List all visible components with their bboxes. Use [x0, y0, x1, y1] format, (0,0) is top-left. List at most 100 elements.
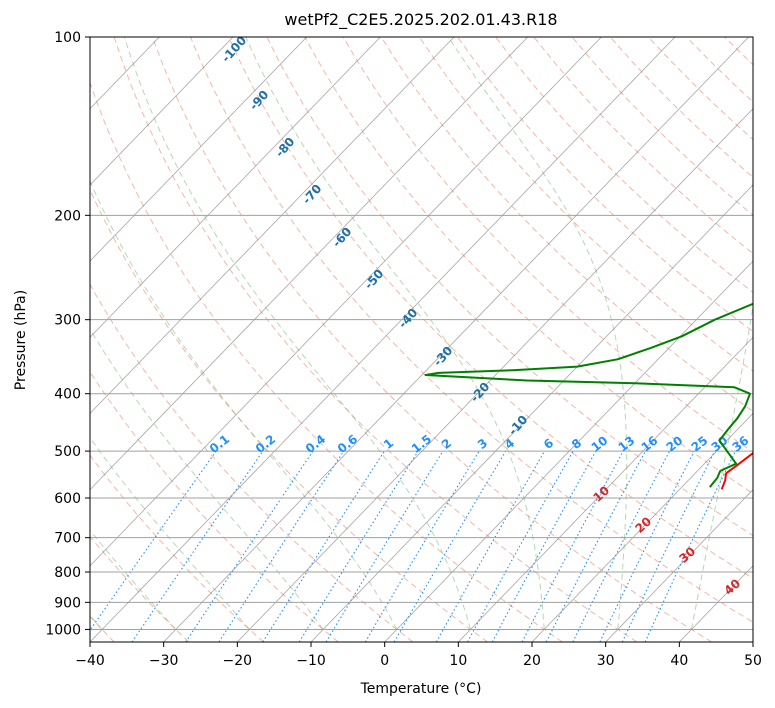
- y-tick-label: 800: [54, 565, 81, 581]
- mixing-ratio-lines: [90, 450, 736, 642]
- dry-adiabat-label: -90: [247, 88, 272, 113]
- dewpoint-line: [424, 302, 753, 488]
- dry-adiabat-line: [457, 37, 753, 333]
- mixing-ratio-line: [218, 450, 345, 642]
- mixing-ratio-label: 2: [439, 436, 454, 452]
- mixing-ratio-line: [185, 450, 314, 642]
- y-axis-label: Pressure (hPa): [13, 290, 29, 390]
- mixing-ratio-label: 6: [541, 436, 556, 452]
- dry-adiabat-line: [647, 37, 753, 141]
- dry-adiabat-line: [763, 37, 775, 642]
- dry-adiabats: [90, 37, 775, 642]
- y-axis-ticks: 100 200 300 400 500 600 700 800 900 1000: [45, 30, 90, 638]
- x-tick-label: −20: [223, 653, 253, 669]
- mixing-ratio-label: 1.5: [409, 432, 434, 456]
- isotherm-line: [90, 37, 676, 642]
- isotherm-line: [458, 336, 753, 642]
- isotherm-line: [90, 37, 234, 186]
- dry-adiabat-line: [90, 188, 488, 642]
- dry-adiabat-line: [533, 37, 753, 255]
- mixing-ratio-label: 0.1: [207, 432, 232, 456]
- dry-adiabat-line: [90, 454, 264, 642]
- x-tick-label: 40: [670, 653, 688, 669]
- mixing-ratio-line: [90, 450, 217, 632]
- moist-adiabat-line: [90, 328, 324, 630]
- dry-adiabat-label: -50: [362, 267, 387, 292]
- mixing-ratio-line: [325, 450, 444, 642]
- y-tick-label: 400: [54, 387, 81, 403]
- y-tick-label: 700: [54, 531, 81, 547]
- dry-adiabat-line: [342, 37, 753, 453]
- moist-adiabat-line: [447, 37, 628, 630]
- dry-adiabat-line: [90, 283, 414, 642]
- mixing-ratio-line: [262, 450, 385, 642]
- y-tick-label: 100: [54, 30, 81, 46]
- isotherms: [0, 37, 753, 642]
- isotherm-line: [752, 641, 753, 642]
- dry-adiabat-line: [113, 37, 638, 642]
- x-tick-label: −10: [296, 653, 326, 669]
- x-tick-label: 20: [523, 653, 541, 669]
- isotherm-line: [90, 37, 307, 262]
- plot-area: -100-90-80-70-60-50-40-30-20-100.1 0.2 0.4…: [0, 33, 775, 642]
- mixing-ratio-label: 0.2: [253, 432, 278, 456]
- mixing-ratio-label: 0.4: [303, 432, 328, 456]
- dry-adiabat-line: [151, 37, 712, 642]
- x-tick-label: 50: [744, 653, 762, 669]
- isotherm-line: [310, 184, 753, 642]
- mixing-ratio-line: [572, 450, 670, 642]
- y-tick-label: 600: [54, 491, 81, 507]
- mixing-ratio-line: [393, 450, 507, 642]
- moist-adiabat-label: 30: [676, 544, 698, 566]
- y-tick-label: 300: [54, 313, 81, 329]
- moist-adiabat-line: [765, 37, 775, 629]
- isotherm-line: [90, 37, 455, 415]
- mixing-ratio-line: [435, 450, 546, 642]
- chart-title: wetPf2_C2E5.2025.202.01.43.R18: [284, 10, 557, 30]
- isotherm-line: [0, 37, 12, 642]
- isotherm-line: [384, 260, 753, 642]
- moist-adiabat-label: 20: [632, 514, 654, 536]
- dry-adiabat-line: [686, 37, 753, 103]
- mixing-ratio-line: [467, 450, 574, 642]
- isotherm-line: [163, 37, 749, 642]
- dry-adiabat-label: -10: [506, 413, 531, 438]
- x-axis-label: Temperature (°C): [360, 681, 482, 697]
- moist-adiabat-line: [245, 37, 545, 630]
- dry-adiabat-line: [90, 370, 339, 642]
- x-tick-label: 0: [380, 653, 389, 669]
- y-tick-label: 500: [54, 444, 81, 460]
- dry-adiabat-label: -100: [219, 33, 249, 65]
- isotherm-line: [90, 37, 528, 491]
- mixing-ratio-label: 0.6: [335, 432, 360, 456]
- dry-adiabat-line: [495, 37, 753, 294]
- moist-adiabat-line: [691, 303, 753, 630]
- dry-adiabat-line: [724, 37, 753, 66]
- isobars: [90, 37, 753, 630]
- moist-adiabats: [90, 37, 775, 630]
- mixing-ratio-label: 3: [475, 436, 490, 452]
- isotherm-line: [605, 489, 753, 642]
- isotherm-line: [237, 108, 753, 642]
- dry-adiabat-line: [190, 37, 753, 623]
- dry-adiabat-label: -70: [300, 182, 325, 207]
- isotherm-line: [90, 37, 381, 338]
- moist-adiabat-line: [90, 437, 250, 630]
- x-axis-ticks: −40 −30 −20 −10 0 10 20 30 40 50: [75, 642, 762, 669]
- y-tick-label: 200: [54, 208, 81, 224]
- moist-adiabat-line: [90, 179, 398, 630]
- moist-adiabat-line: [123, 37, 471, 630]
- mixing-ratio-line: [545, 450, 646, 642]
- isotherm-line: [531, 412, 753, 642]
- y-tick-label: 1000: [45, 622, 81, 638]
- x-tick-label: 10: [449, 653, 467, 669]
- dry-adiabat-label: -40: [396, 306, 421, 331]
- x-tick-label: 30: [597, 653, 615, 669]
- y-tick-label: 900: [54, 595, 81, 611]
- dry-adiabat-label: -60: [330, 225, 355, 250]
- dry-adiabat-line: [90, 81, 563, 642]
- dry-adiabat-line: [266, 37, 753, 537]
- temperature-line: [720, 451, 753, 490]
- dry-adiabat-line: [304, 37, 753, 495]
